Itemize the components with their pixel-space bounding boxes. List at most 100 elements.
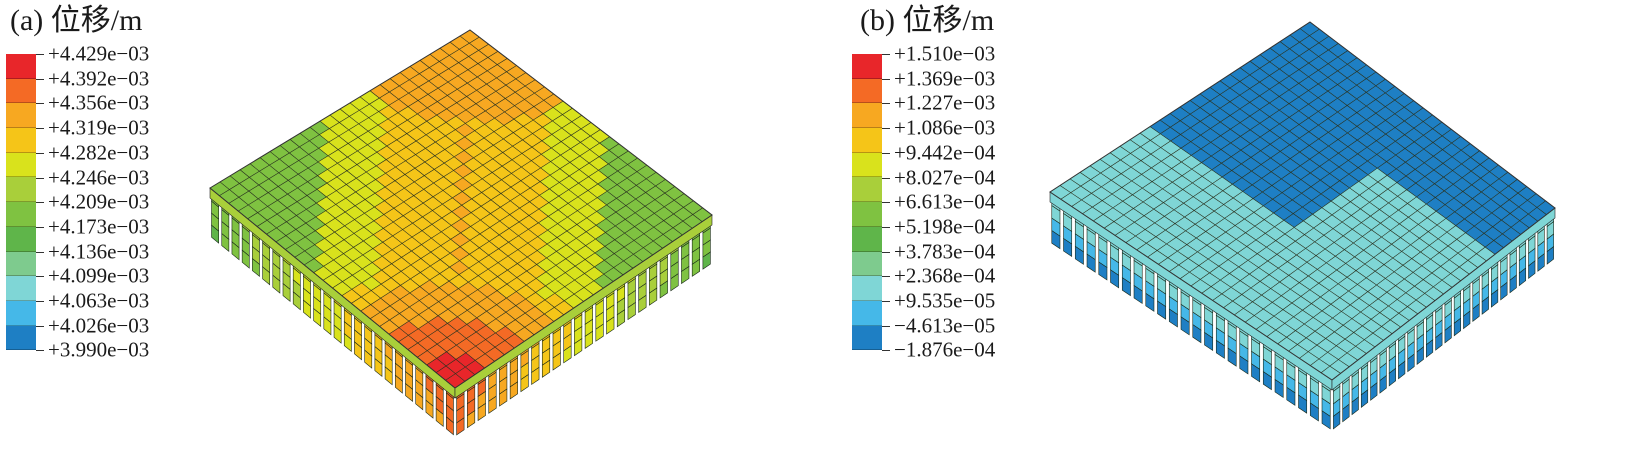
legend-value-label: +9.442e−04: [894, 140, 996, 165]
wall-column-cell: [574, 338, 583, 357]
legend-value-label: +4.429e−03: [48, 41, 150, 66]
legend-tick: [882, 251, 890, 253]
legend-swatch: [852, 78, 882, 104]
legend-value-label: +4.173e−03: [48, 214, 150, 239]
legend-tick: [882, 202, 890, 204]
legend-swatch: [852, 300, 882, 326]
panel-a-colorbar: [6, 54, 36, 351]
wall-column-cell: [595, 323, 604, 342]
wall-column-cell: [509, 381, 518, 400]
wall-column-cell: [1444, 324, 1452, 344]
wall-column-cell: [1063, 237, 1073, 258]
legend-swatch: [852, 128, 882, 153]
legend-tick: [882, 152, 890, 154]
legend-swatch: [852, 177, 882, 203]
wall-column-cell: [1110, 269, 1120, 289]
legend-swatch: [6, 128, 36, 153]
wall-column-cell: [1379, 374, 1387, 394]
wall-column-cell: [394, 374, 403, 394]
wall-column-cell: [1491, 288, 1499, 308]
panel-a: (a) 位移/m +4.429e−03 +4.392e−03 +4.356e−03 +…: [0, 0, 800, 455]
wall-column-cell: [477, 402, 486, 422]
legend-value-label: −4.613e−05: [894, 313, 996, 338]
wall-column-cell: [1227, 347, 1237, 367]
legend-swatch: [6, 276, 36, 301]
legend-tick: [882, 276, 890, 278]
wall-column-cell: [467, 410, 476, 429]
legend-value-label: −1.876e−04: [894, 337, 996, 362]
legend-swatch: [852, 152, 882, 178]
legend-swatch: [6, 251, 36, 277]
legend-swatch: [852, 54, 882, 79]
wall-column-cell: [1251, 363, 1261, 383]
wall-column-cell: [1416, 346, 1424, 366]
legend-value-label: +4.282e−03: [48, 140, 150, 165]
wall-column-cell: [541, 359, 551, 378]
legend-tick: [36, 276, 44, 278]
legend-value-label: +4.136e−03: [48, 239, 150, 264]
slab-outline: [209, 29, 713, 389]
legend-tick: [36, 177, 44, 179]
wall-column-cell: [343, 332, 352, 353]
legend-swatch: [852, 276, 882, 301]
wall-column-cell: [364, 349, 373, 369]
legend-tick: [882, 325, 890, 327]
legend-value-label: +4.319e−03: [48, 115, 150, 140]
wall-column-cell: [606, 316, 615, 335]
wall-column-cell: [1168, 308, 1178, 328]
slab-mesh: [209, 29, 713, 389]
wall-column-cell: [1528, 260, 1536, 280]
wall-column-cell: [1407, 353, 1415, 373]
legend-tick: [882, 177, 890, 179]
legend-value-label: +1.086e−03: [894, 115, 996, 140]
wall-column-cell: [1321, 410, 1331, 430]
legend-tick: [36, 226, 44, 228]
wall-column-cell: [425, 399, 434, 419]
wall-column-cell: [1145, 292, 1155, 312]
wall-column-cell: [1239, 355, 1249, 375]
wall-column-cell: [384, 366, 393, 386]
legend-tick: [36, 54, 44, 55]
legend-value-label: +5.198e−04: [894, 214, 996, 239]
legend-tick: [36, 103, 44, 105]
legend-swatch: [6, 177, 36, 203]
legend-value-label: +4.063e−03: [48, 288, 150, 313]
legend-tick: [36, 325, 44, 327]
legend-value-label: +1.510e−03: [894, 41, 996, 66]
legend-tick: [882, 301, 890, 302]
wall-column-cell: [456, 417, 465, 436]
wall-column-cell: [1274, 378, 1284, 399]
wall-column-cell: [1360, 389, 1369, 409]
wall-column-cell: [241, 249, 250, 269]
legend-swatch: [852, 202, 882, 227]
wall-column-cell: [1435, 331, 1443, 351]
wall-column-cell: [1333, 410, 1341, 430]
legend-swatch: [6, 54, 36, 79]
wall-column-cell: [415, 391, 424, 411]
wall-column-cell: [1074, 245, 1084, 265]
wall-column-cell: [211, 224, 219, 244]
legend-value-label: +4.209e−03: [48, 189, 150, 214]
wall-column-cell: [691, 258, 700, 277]
wall-column-cell: [1180, 316, 1190, 336]
legend-value-label: +6.613e−04: [894, 189, 996, 214]
wall-column-cell: [488, 395, 497, 414]
wall-column-cell: [1453, 317, 1461, 337]
wall-column-cell: [1463, 310, 1471, 330]
legend-value-label: +4.246e−03: [48, 165, 150, 189]
wall-column-cell: [435, 407, 444, 428]
legend-swatch: [6, 103, 36, 129]
legend-swatch: [852, 226, 882, 252]
slab-outline: [1049, 21, 1556, 381]
wall-column-cell: [702, 251, 711, 270]
wall-column-cell: [1351, 396, 1359, 416]
legend-tick: [36, 78, 44, 80]
wall-column-cell: [1398, 360, 1406, 380]
panel-b-colorbar: [852, 54, 882, 351]
wall-column-cell: [499, 388, 508, 407]
legend-tick: [882, 103, 890, 105]
legend-tick: [36, 350, 44, 352]
legend-value-label: +2.368e−04: [894, 263, 996, 288]
legend-value-label: +3.783e−04: [894, 239, 996, 264]
legend-tick: [882, 54, 890, 55]
